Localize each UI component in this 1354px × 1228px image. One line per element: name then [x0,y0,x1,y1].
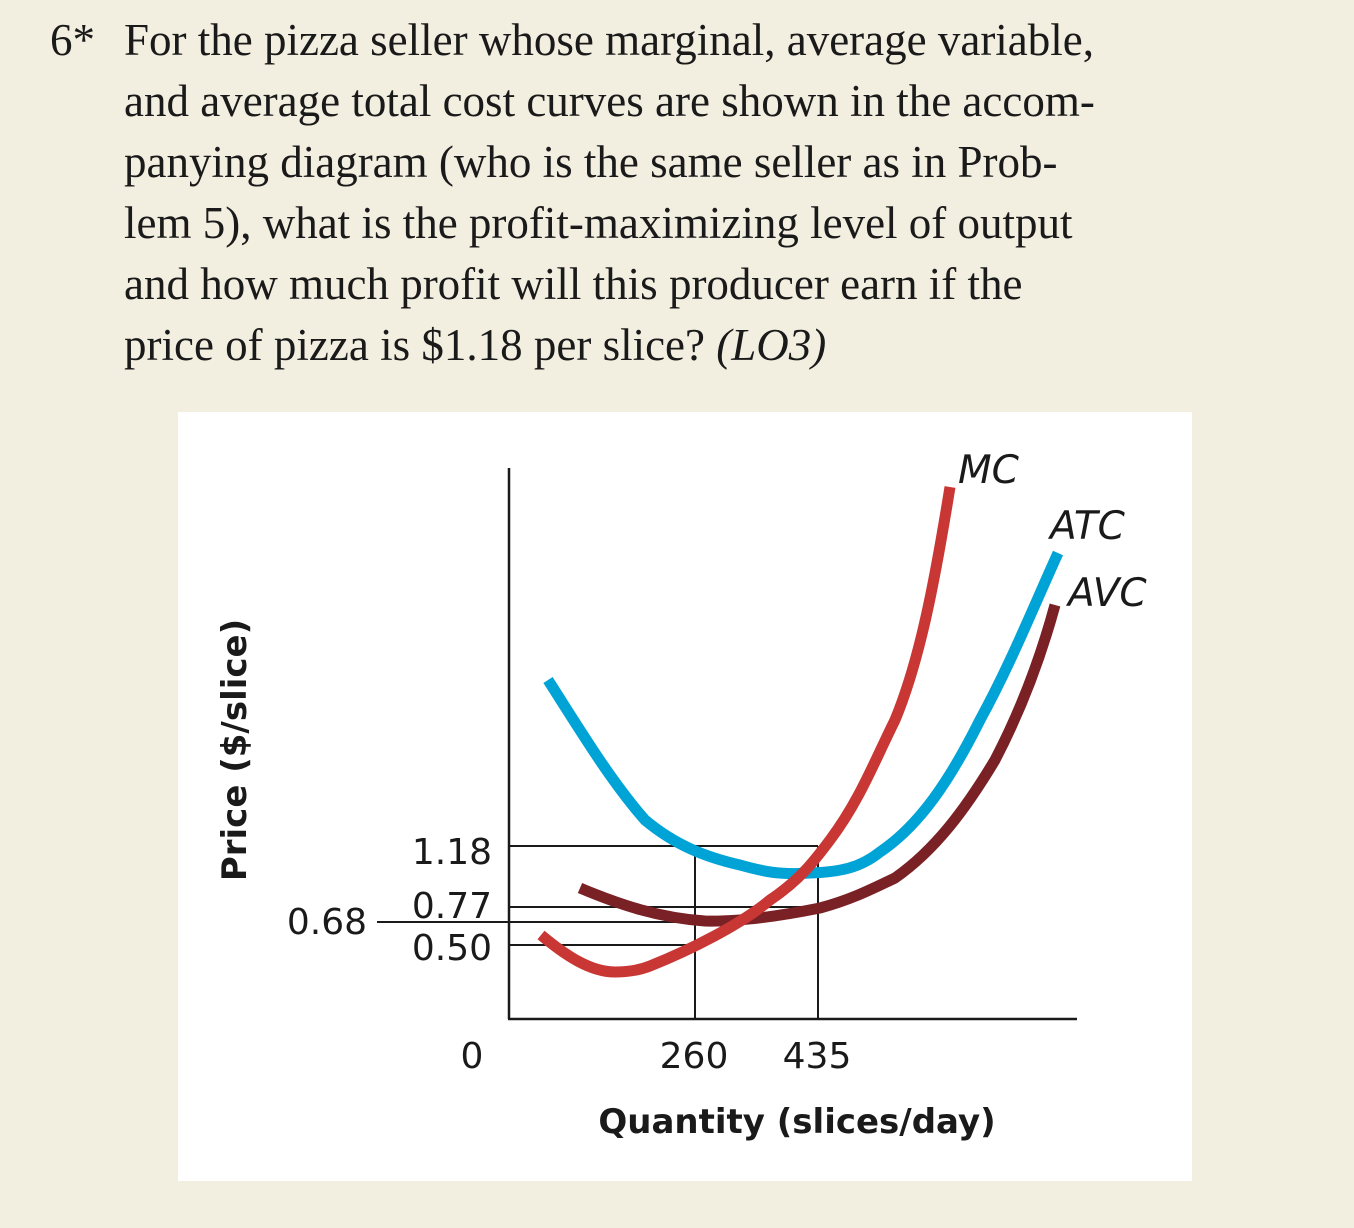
problem-line-last: price of pizza is $1.18 per slice? (LO3) [124,320,827,370]
chart-panel [178,412,1192,1181]
problem-line: lem 5), what is the profit-maximizing le… [124,198,1073,248]
x-axis-title: Quantity (slices/day) [598,1102,995,1142]
problem-text: For the pizza seller whose marginal, ave… [124,10,1294,376]
y-tick-0.68: 0.68 [287,902,367,943]
avc-curve [577,603,1061,927]
learning-objective: (LO3) [716,320,827,370]
origin-label: 0 [461,1036,484,1077]
problem-number: 6* [50,15,95,65]
problem-line: For the pizza seller whose marginal, ave… [124,15,1095,65]
mc-curve [537,486,956,978]
y-tick-0.77: 0.77 [412,886,492,927]
problem-line: and how much profit will this producer e… [124,259,1023,309]
problem-line: panying diagram (who is the same seller … [124,137,1058,187]
y-tick-0.50: 0.50 [412,928,492,969]
mc-label: MC [958,448,1020,493]
avc-label: AVC [1065,571,1147,616]
problem-line: and average total cost curves are shown … [124,76,1095,126]
atc-label: ATC [1047,504,1126,549]
y-tick-1.18: 1.18 [412,832,492,873]
x-tick-435: 435 [783,1036,852,1077]
y-axis-title: Price ($/slice) [215,619,255,881]
x-tick-260: 260 [660,1036,729,1077]
atc-curve [543,550,1064,880]
